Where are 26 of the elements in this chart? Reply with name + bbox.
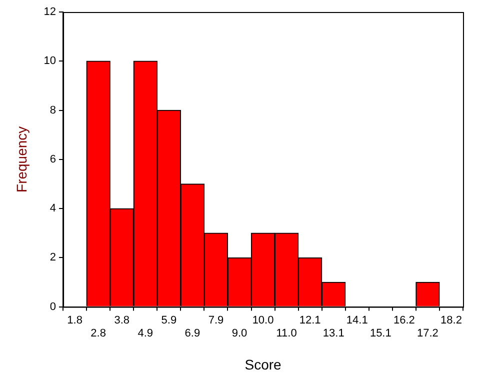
x-tick-label: 12.1 [299, 314, 321, 326]
x-tick-label: 15.1 [370, 328, 392, 340]
x-tick-label: 14.1 [346, 314, 368, 326]
x-tick-label: 1.8 [67, 314, 82, 326]
x-tick-label: 4.9 [138, 328, 154, 340]
x-tick-label: 13.1 [322, 328, 344, 340]
x-tick-label: 3.8 [114, 314, 130, 326]
x-tick-label: 16.2 [393, 314, 415, 326]
x-tick-label: 7.9 [208, 314, 224, 326]
y-tick-label: 6 [50, 153, 56, 166]
x-tick-label: 18.2 [440, 314, 462, 326]
y-tick-label: 8 [50, 104, 56, 116]
y-tick-label: 0 [50, 300, 56, 313]
x-tick-label: 9.0 [232, 328, 248, 340]
x-tick-label: 17.2 [417, 328, 438, 340]
x-tick-label: 5.9 [161, 314, 177, 326]
y-tick-label: 10 [44, 55, 56, 68]
x-axis-title: Score [244, 356, 282, 372]
x-tick-label: 6.9 [184, 328, 200, 340]
y-tick-label: 12 [44, 6, 56, 18]
x-tick-label: 10.0 [252, 314, 274, 326]
y-axis-title: Frequency [13, 126, 30, 192]
x-tick-label: 2.8 [90, 328, 106, 340]
y-tick-label: 2 [50, 252, 56, 264]
y-tick-label: 4 [50, 202, 56, 215]
x-tick-label: 11.0 [276, 328, 297, 340]
